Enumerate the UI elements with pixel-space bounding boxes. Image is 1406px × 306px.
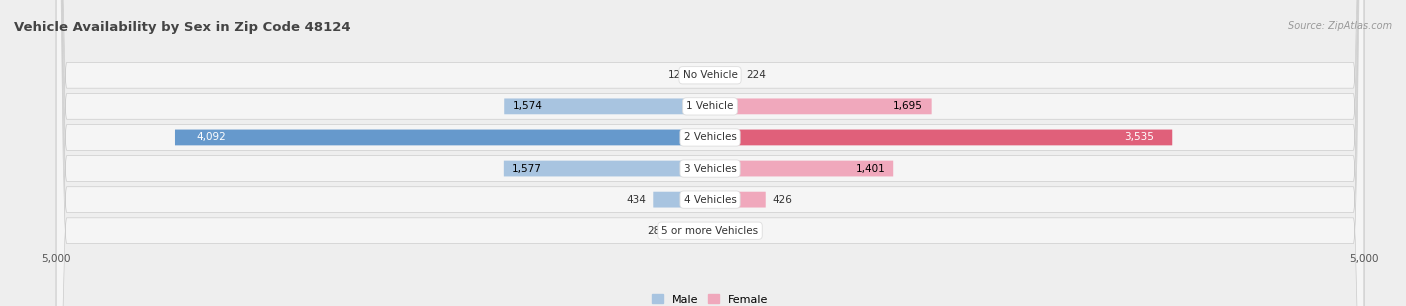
Text: 3,535: 3,535 bbox=[1123, 132, 1154, 143]
FancyBboxPatch shape bbox=[710, 67, 740, 83]
Text: 4,092: 4,092 bbox=[197, 132, 226, 143]
FancyBboxPatch shape bbox=[56, 0, 1364, 306]
Text: No Vehicle: No Vehicle bbox=[682, 70, 738, 80]
Text: 281: 281 bbox=[647, 226, 666, 236]
FancyBboxPatch shape bbox=[693, 67, 710, 83]
FancyBboxPatch shape bbox=[56, 0, 1364, 306]
Text: 434: 434 bbox=[627, 195, 647, 205]
Text: 2 Vehicles: 2 Vehicles bbox=[683, 132, 737, 143]
Legend: Male, Female: Male, Female bbox=[648, 291, 772, 306]
FancyBboxPatch shape bbox=[505, 99, 710, 114]
FancyBboxPatch shape bbox=[673, 223, 710, 239]
Text: 70: 70 bbox=[725, 226, 738, 236]
FancyBboxPatch shape bbox=[710, 161, 893, 177]
Text: 426: 426 bbox=[772, 195, 792, 205]
FancyBboxPatch shape bbox=[56, 0, 1364, 306]
Text: Source: ZipAtlas.com: Source: ZipAtlas.com bbox=[1288, 21, 1392, 32]
FancyBboxPatch shape bbox=[710, 99, 932, 114]
Text: 1 Vehicle: 1 Vehicle bbox=[686, 101, 734, 111]
FancyBboxPatch shape bbox=[503, 161, 710, 177]
FancyBboxPatch shape bbox=[654, 192, 710, 207]
Text: 224: 224 bbox=[745, 70, 766, 80]
Text: 3 Vehicles: 3 Vehicles bbox=[683, 163, 737, 174]
Text: 1,695: 1,695 bbox=[893, 101, 922, 111]
FancyBboxPatch shape bbox=[56, 0, 1364, 306]
Text: Vehicle Availability by Sex in Zip Code 48124: Vehicle Availability by Sex in Zip Code … bbox=[14, 21, 350, 34]
FancyBboxPatch shape bbox=[710, 192, 766, 207]
Text: 1,577: 1,577 bbox=[512, 163, 541, 174]
FancyBboxPatch shape bbox=[56, 0, 1364, 306]
FancyBboxPatch shape bbox=[174, 129, 710, 145]
Text: 5 or more Vehicles: 5 or more Vehicles bbox=[661, 226, 759, 236]
FancyBboxPatch shape bbox=[56, 0, 1364, 306]
Text: 1,574: 1,574 bbox=[512, 101, 543, 111]
FancyBboxPatch shape bbox=[710, 223, 720, 239]
FancyBboxPatch shape bbox=[710, 129, 1173, 145]
Text: 4 Vehicles: 4 Vehicles bbox=[683, 195, 737, 205]
Text: 124: 124 bbox=[668, 70, 688, 80]
Text: 1,401: 1,401 bbox=[856, 163, 886, 174]
